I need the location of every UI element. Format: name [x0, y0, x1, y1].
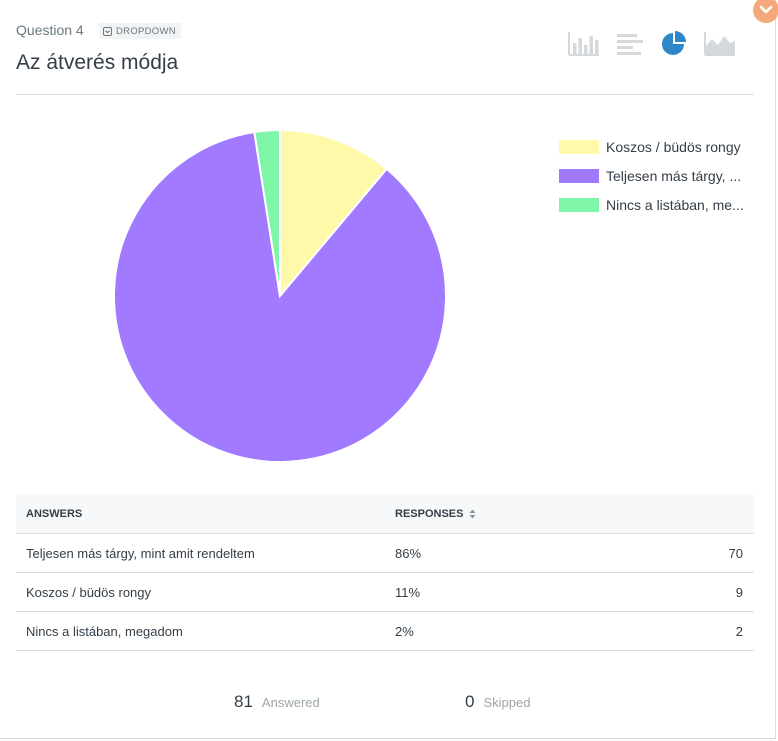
question-type-badge: DROPDOWN [99, 23, 181, 39]
legend-swatch [559, 140, 599, 154]
area-chart-icon[interactable] [704, 30, 736, 56]
responses-column-header[interactable]: RESPONSES [395, 508, 476, 520]
response-count: 9 [735, 585, 743, 600]
legend-swatch [559, 169, 599, 183]
legend-label: Teljesen más tárgy, ... [606, 168, 742, 184]
pie-chart-icon[interactable] [660, 30, 688, 58]
table-row: Teljesen más tárgy, mint amit rendeltem … [16, 534, 754, 573]
skipped-summary: 0 Skipped [465, 692, 530, 712]
pie-chart [112, 128, 448, 469]
answered-label: Answered [261, 695, 320, 710]
answered-count: 81 [234, 692, 253, 711]
header-divider [16, 94, 754, 95]
answers-table: ANSWERS RESPONSES Teljesen más tárgy, mi… [16, 494, 754, 651]
legend-label: Nincs a listában, me... [606, 197, 744, 213]
dropdown-icon [103, 26, 112, 36]
responses-header-label: RESPONSES [395, 508, 464, 520]
legend-swatch [559, 198, 599, 212]
table-header: ANSWERS RESPONSES [16, 494, 754, 534]
response-percent: 2% [395, 624, 414, 639]
skipped-count: 0 [465, 692, 475, 711]
answers-column-header: ANSWERS [26, 508, 83, 520]
answered-summary: 81 Answered [234, 692, 320, 712]
response-count: 70 [728, 546, 743, 561]
legend-item[interactable]: Nincs a listában, me... [559, 195, 759, 215]
pie-slice[interactable] [279, 128, 389, 299]
response-percent: 86% [395, 546, 422, 561]
pie-chart-svg [113, 128, 447, 463]
legend-item[interactable]: Koszos / büdös rongy [559, 137, 759, 157]
answer-text: Nincs a listában, megadom [26, 624, 183, 639]
skipped-label: Skipped [483, 695, 531, 710]
question-title: Az átverés módja [16, 51, 179, 74]
question-number: Question 4 [16, 22, 84, 38]
legend-label: Koszos / büdös rongy [606, 139, 741, 155]
answer-text: Teljesen más tárgy, mint amit rendeltem [26, 546, 255, 561]
sort-icon [469, 509, 476, 519]
vertical-bar-chart-icon[interactable] [568, 30, 600, 56]
answer-text: Koszos / büdös rongy [26, 585, 152, 600]
pie-slice[interactable] [253, 128, 281, 297]
table-row: Koszos / büdös rongy 11% 9 [16, 573, 754, 612]
collapse-toggle-button[interactable] [753, 0, 778, 23]
pie-slice[interactable] [113, 130, 447, 463]
question-type-label: DROPDOWN [116, 25, 176, 37]
response-count: 2 [735, 624, 743, 639]
table-row: Nincs a listában, megadom 2% 2 [16, 612, 754, 651]
horizontal-bar-chart-icon[interactable] [616, 30, 644, 56]
response-percent: 11% [395, 585, 421, 600]
legend-item[interactable]: Teljesen más tárgy, ... [559, 166, 759, 186]
chevron-down-icon [759, 5, 773, 14]
